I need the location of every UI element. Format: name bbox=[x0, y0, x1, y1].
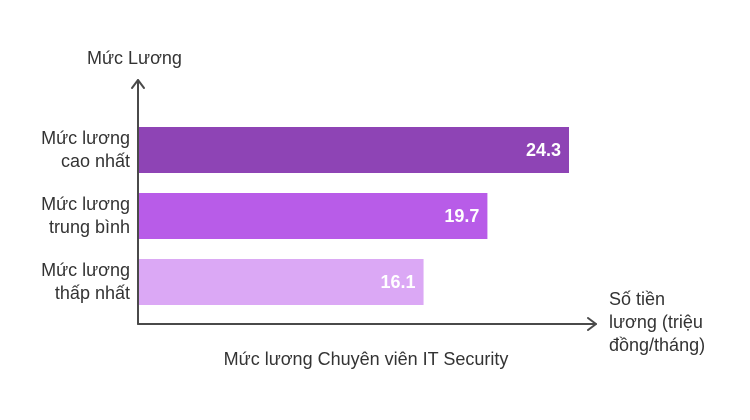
category-label-3-line-2: thấp nhất bbox=[54, 283, 130, 303]
bar-1 bbox=[138, 127, 569, 173]
bar-value-label-2: 19.7 bbox=[444, 206, 479, 226]
bar-3 bbox=[138, 259, 424, 305]
x-axis-title-line-1: Số tiền bbox=[609, 289, 666, 309]
axes-group bbox=[131, 79, 597, 331]
y-axis-arrowhead bbox=[131, 79, 145, 89]
x-axis-title-line-2: lương (triệu bbox=[609, 312, 703, 332]
category-label-2-line-1: Mức lương bbox=[41, 194, 130, 214]
bar-2 bbox=[138, 193, 488, 239]
bars-group: 24.3 19.7 16.1 bbox=[138, 127, 569, 305]
category-label-3: Mức lương thấp nhất bbox=[10, 259, 130, 305]
bar-value-label-3: 16.1 bbox=[381, 272, 416, 292]
category-label-2-line-2: trung bình bbox=[48, 217, 130, 237]
x-axis-title-line-3: đồng/tháng) bbox=[609, 335, 706, 355]
category-label-1-line-2: cao nhất bbox=[60, 151, 130, 171]
x-axis-title: Số tiền lương (triệu đồng/tháng) bbox=[609, 288, 744, 357]
category-label-2: Mức lương trung bình bbox=[10, 193, 130, 239]
chart-caption: Mức lương Chuyên viên IT Security bbox=[223, 349, 509, 369]
category-label-1: Mức lương cao nhất bbox=[10, 127, 130, 173]
category-label-1-line-1: Mức lương bbox=[41, 128, 130, 148]
bar-value-label-1: 24.3 bbox=[526, 140, 561, 160]
y-axis-title: Mức Lương bbox=[87, 48, 182, 68]
category-label-3-line-1: Mức lương bbox=[41, 260, 130, 280]
x-axis-arrowhead bbox=[587, 317, 597, 331]
